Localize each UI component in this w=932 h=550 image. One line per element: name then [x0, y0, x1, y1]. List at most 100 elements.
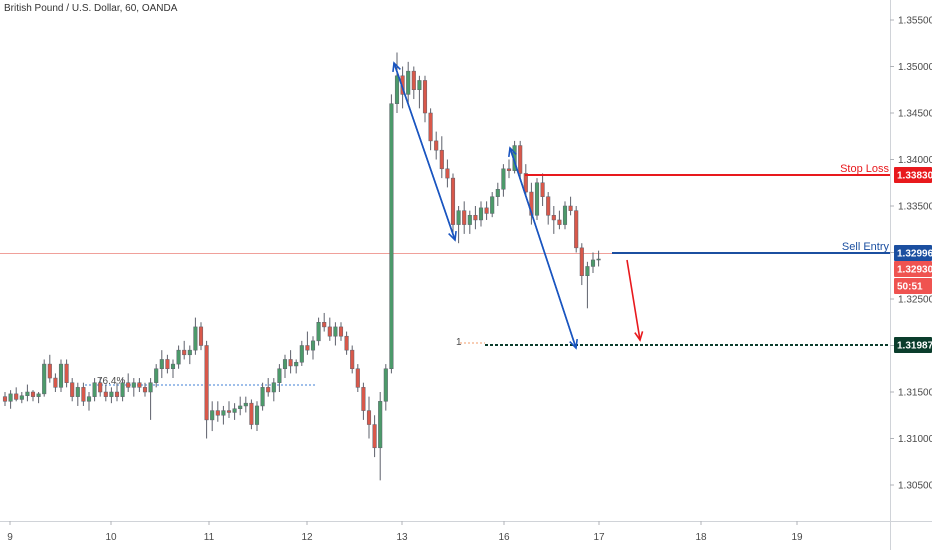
- x-tick-label: 19: [791, 532, 803, 543]
- candles: [2, 52, 601, 481]
- candle: [204, 345, 209, 421]
- candle: [557, 219, 562, 225]
- candle: [322, 322, 327, 328]
- candle: [372, 424, 377, 449]
- candle: [562, 205, 568, 225]
- candle: [131, 382, 136, 388]
- candle: [411, 70, 416, 91]
- y-tick-label: 1.34000: [898, 155, 932, 166]
- x-tick-label: 17: [593, 532, 605, 543]
- candle: [260, 387, 265, 407]
- candle: [176, 349, 181, 365]
- current-price-tag-bg: [894, 261, 932, 277]
- countdown-tag-text: 50:51: [897, 282, 923, 293]
- candle: [389, 103, 394, 369]
- candle: [103, 391, 108, 397]
- candle: [523, 173, 528, 193]
- candle: [282, 359, 288, 370]
- candle: [14, 393, 19, 400]
- candle: [327, 326, 332, 337]
- candle: [137, 382, 142, 388]
- candle: [92, 382, 97, 397]
- x-tick-label: 9: [7, 532, 13, 543]
- candle: [417, 80, 422, 90]
- candle: [294, 361, 299, 367]
- arrow-impulse-down: [393, 62, 456, 241]
- candle: [568, 205, 573, 211]
- arrows: [392, 61, 644, 350]
- candle: [546, 196, 551, 216]
- candle: [154, 368, 159, 383]
- candle: [25, 391, 30, 396]
- candle: [126, 382, 131, 388]
- y-tick-label: 1.32500: [898, 295, 932, 306]
- candle: [501, 168, 506, 190]
- candle: [450, 177, 456, 225]
- candle: [361, 387, 366, 411]
- candle: [19, 395, 24, 400]
- candle: [193, 326, 198, 351]
- y-tick-label: 1.30500: [898, 481, 932, 492]
- candle: [114, 391, 120, 397]
- y-tick-label: 1.35000: [898, 62, 932, 73]
- arrow-expected-drop-head: [634, 331, 644, 342]
- candle: [30, 391, 36, 397]
- candle: [70, 382, 75, 397]
- candle: [540, 182, 545, 197]
- candle: [355, 368, 360, 388]
- candle: [86, 396, 92, 402]
- sell-entry-tag: 1.32996: [894, 245, 932, 261]
- candle: [238, 405, 243, 409]
- candle: [215, 410, 220, 416]
- candle: [596, 258, 601, 261]
- candle: [484, 207, 489, 214]
- candle: [366, 410, 372, 425]
- candle: [378, 401, 383, 449]
- candle: [333, 326, 338, 337]
- chart-title: British Pound / U.S. Dollar, 60, OANDA: [4, 3, 178, 14]
- candle: [406, 70, 411, 95]
- candle: [198, 326, 204, 346]
- candle: [490, 196, 495, 214]
- fib-level: 76.4%: [85, 376, 315, 387]
- current-price-tag-text: 1.32930: [897, 265, 932, 276]
- candle: [428, 112, 433, 142]
- candle: [422, 80, 428, 114]
- candle: [159, 359, 164, 370]
- candle: [344, 335, 349, 351]
- price-tags: 1.33830 1.32996 1.32930 50:51 1.31987: [894, 167, 932, 353]
- candle: [551, 215, 556, 221]
- candle: [2, 396, 8, 402]
- x-tick-label: 13: [396, 532, 408, 543]
- arrow-projection-up-head: [508, 146, 517, 158]
- candle: [462, 210, 467, 225]
- stop-loss-tag-text: 1.33830: [897, 171, 932, 182]
- x-tick-label: 11: [204, 532, 215, 543]
- candle: [383, 368, 388, 402]
- candle: [8, 393, 13, 402]
- candle: [120, 382, 125, 397]
- candle: [534, 182, 540, 216]
- sell-entry-tag-bg: [894, 245, 932, 261]
- candle: [574, 210, 579, 249]
- candle: [585, 266, 590, 277]
- stop-loss-tag: 1.33830: [894, 167, 932, 183]
- candle: [232, 408, 237, 413]
- candle: [226, 410, 232, 413]
- candle: [338, 326, 344, 337]
- stop-loss-label: Stop Loss: [840, 163, 889, 175]
- candle: [445, 168, 450, 179]
- candle: [64, 363, 69, 383]
- candle: [170, 363, 176, 370]
- candle: [467, 215, 472, 225]
- candle: [98, 382, 103, 393]
- countdown-tag: 50:51: [894, 278, 932, 294]
- candle: [439, 149, 444, 170]
- candle: [165, 359, 170, 370]
- candle: [478, 207, 484, 221]
- candle: [310, 340, 316, 351]
- y-tick-label: 1.34500: [898, 109, 932, 120]
- candle: [590, 259, 596, 267]
- current-price-tag: 1.32930: [894, 261, 932, 277]
